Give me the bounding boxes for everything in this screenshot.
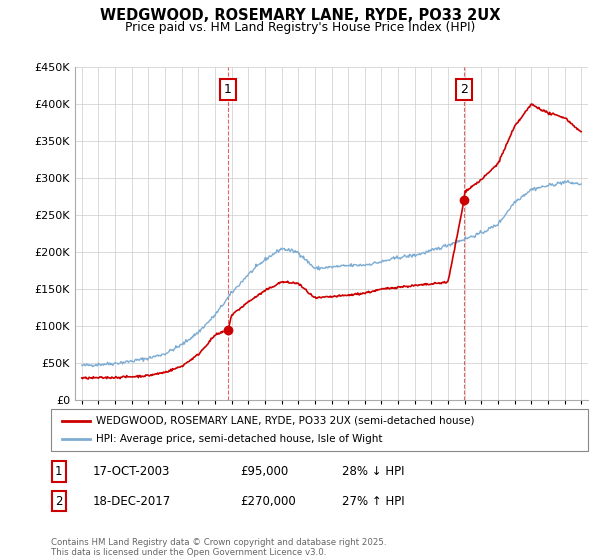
Text: 1: 1 — [224, 83, 232, 96]
Text: Contains HM Land Registry data © Crown copyright and database right 2025.
This d: Contains HM Land Registry data © Crown c… — [51, 538, 386, 557]
Text: 17-OCT-2003: 17-OCT-2003 — [93, 465, 170, 478]
Text: HPI: Average price, semi-detached house, Isle of Wight: HPI: Average price, semi-detached house,… — [96, 434, 383, 444]
Text: WEDGWOOD, ROSEMARY LANE, RYDE, PO33 2UX: WEDGWOOD, ROSEMARY LANE, RYDE, PO33 2UX — [100, 8, 500, 24]
Text: 2: 2 — [55, 494, 62, 508]
Text: 2: 2 — [460, 83, 468, 96]
Text: Price paid vs. HM Land Registry's House Price Index (HPI): Price paid vs. HM Land Registry's House … — [125, 21, 475, 34]
Text: 1: 1 — [55, 465, 62, 478]
Text: £270,000: £270,000 — [240, 494, 296, 508]
Text: 27% ↑ HPI: 27% ↑ HPI — [342, 494, 404, 508]
Text: £95,000: £95,000 — [240, 465, 288, 478]
Text: 18-DEC-2017: 18-DEC-2017 — [93, 494, 171, 508]
Text: WEDGWOOD, ROSEMARY LANE, RYDE, PO33 2UX (semi-detached house): WEDGWOOD, ROSEMARY LANE, RYDE, PO33 2UX … — [96, 416, 475, 426]
Text: 28% ↓ HPI: 28% ↓ HPI — [342, 465, 404, 478]
